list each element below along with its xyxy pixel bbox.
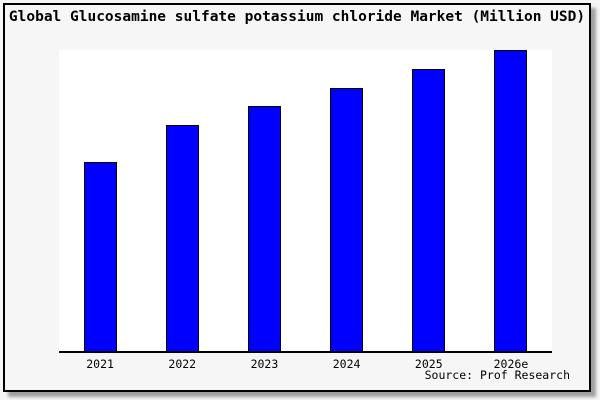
plot-area [59,50,552,353]
bar-2024 [330,87,364,351]
bar-slot-2023 [223,50,305,351]
bar-slot-2021 [59,50,141,351]
bar-2022 [165,124,199,351]
bar-2023 [247,106,281,351]
source-credit: Source: Prof Research [424,368,570,382]
x-tick-label-2023: 2023 [250,357,279,371]
bar-slot-2025 [388,50,470,351]
bar-2026e [494,50,528,351]
x-tick-label-2024: 2024 [332,357,361,371]
bars-container [59,50,552,351]
bar-slot-2026e [470,50,552,351]
chart-frame: Global Glucosamine sulfate potassium chl… [3,3,591,392]
bar-slot-2022 [141,50,223,351]
x-tick-label-2025: 2025 [414,357,443,371]
chart-title: Global Glucosamine sulfate potassium chl… [8,9,586,25]
x-tick-label-2026e: 2026e [493,357,529,371]
x-tick-label-2021: 2021 [86,357,114,371]
x-tick-label-2022: 2022 [168,357,197,371]
bar-2021 [83,162,117,351]
bar-slot-2024 [306,50,388,351]
bar-2025 [412,69,446,351]
x-axis-labels: 2021 2022 2023 2024 2025 2026e [59,357,552,371]
